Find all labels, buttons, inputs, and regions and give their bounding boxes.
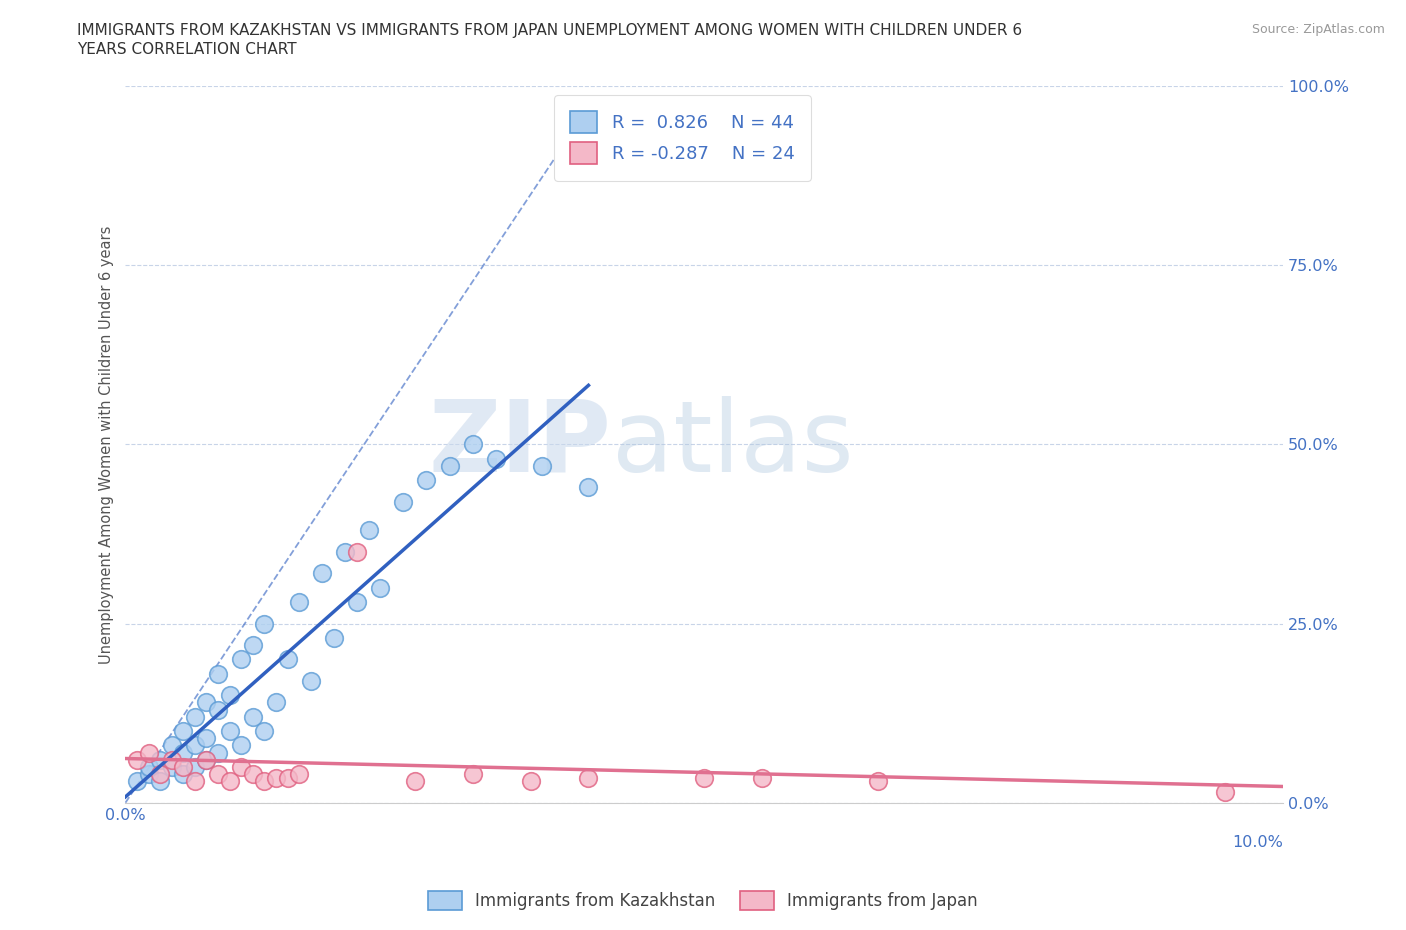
Point [276, 770, 298, 785]
Point [160, 760, 183, 775]
Point [207, 745, 229, 760]
Point [404, 774, 426, 789]
Point [253, 724, 276, 738]
Text: atlas: atlas [612, 396, 853, 493]
Point [138, 745, 160, 760]
Point [346, 544, 368, 559]
Point [172, 760, 194, 775]
Point [264, 770, 287, 785]
Point [125, 752, 148, 767]
Point [149, 766, 172, 781]
Point [368, 580, 391, 595]
Point [485, 451, 508, 466]
Text: ZIP: ZIP [429, 396, 612, 493]
Point [184, 774, 207, 789]
Y-axis label: Unemployment Among Women with Children Under 6 years: Unemployment Among Women with Children U… [100, 225, 114, 664]
Point [138, 766, 160, 781]
Point [335, 544, 357, 559]
Point [1213, 785, 1236, 800]
Point [172, 745, 194, 760]
Point [172, 724, 194, 738]
Point [125, 774, 148, 789]
Point [242, 710, 264, 724]
Point [578, 480, 600, 495]
Point [218, 688, 240, 703]
Point [184, 760, 207, 775]
Legend: R =  0.826    N = 44, R = -0.287    N = 24: R = 0.826 N = 44, R = -0.287 N = 24 [554, 95, 811, 180]
Point [415, 472, 437, 487]
Point [322, 631, 344, 645]
Point [160, 752, 183, 767]
Point [207, 702, 229, 717]
Point [461, 766, 484, 781]
Point [207, 766, 229, 781]
Point [578, 770, 600, 785]
Point [346, 594, 368, 609]
Legend: Immigrants from Kazakhstan, Immigrants from Japan: Immigrants from Kazakhstan, Immigrants f… [422, 884, 984, 917]
Point [288, 594, 311, 609]
Point [531, 458, 554, 473]
Point [195, 752, 218, 767]
Point [264, 695, 287, 710]
Point [138, 760, 160, 775]
Point [299, 673, 322, 688]
Point [184, 737, 207, 752]
Text: Source: ZipAtlas.com: Source: ZipAtlas.com [1251, 23, 1385, 36]
Point [195, 752, 218, 767]
Point [461, 437, 484, 452]
Point [218, 724, 240, 738]
Text: IMMIGRANTS FROM KAZAKHSTAN VS IMMIGRANTS FROM JAPAN UNEMPLOYMENT AMONG WOMEN WIT: IMMIGRANTS FROM KAZAKHSTAN VS IMMIGRANTS… [77, 23, 1022, 38]
Point [242, 766, 264, 781]
Text: 10.0%: 10.0% [1232, 835, 1282, 850]
Point [149, 774, 172, 789]
Point [311, 566, 333, 581]
Point [253, 616, 276, 631]
Point [439, 458, 461, 473]
Point [195, 731, 218, 746]
Point [866, 774, 889, 789]
Point [195, 695, 218, 710]
Point [231, 652, 253, 667]
Point [288, 766, 311, 781]
Point [160, 737, 183, 752]
Point [253, 774, 276, 789]
Point [242, 638, 264, 653]
Point [276, 652, 298, 667]
Point [184, 710, 207, 724]
Point [357, 523, 380, 538]
Point [149, 752, 172, 767]
Point [172, 766, 194, 781]
Point [392, 494, 415, 509]
Text: YEARS CORRELATION CHART: YEARS CORRELATION CHART [77, 42, 297, 57]
Point [207, 666, 229, 681]
Point [693, 770, 716, 785]
Point [231, 737, 253, 752]
Point [751, 770, 773, 785]
Point [519, 774, 541, 789]
Point [218, 774, 240, 789]
Point [231, 760, 253, 775]
